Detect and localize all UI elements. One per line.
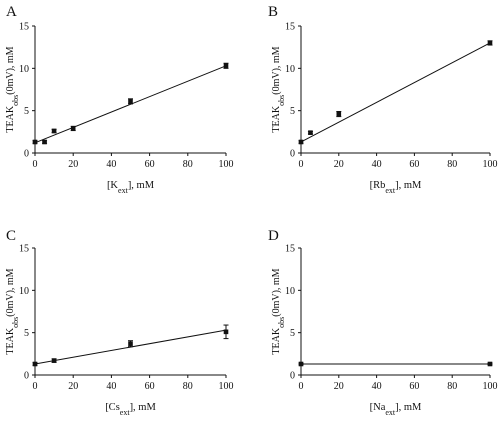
y-tick-label: 0 (24, 371, 29, 382)
y-tick-label: 5 (24, 328, 29, 339)
y-tick-label: 0 (24, 149, 29, 160)
y-label-main: TEAK (5, 105, 16, 132)
x-tick-label: 20 (68, 159, 78, 170)
x-tick-label: 40 (372, 381, 382, 392)
x-axis-label: [Rbext], mM (370, 180, 422, 195)
y-axis-label: TEAKobs(0mV), mM (271, 46, 286, 132)
x-tick-label: 0 (33, 159, 38, 170)
y-label-tail: (0mV), mM (271, 268, 282, 316)
y-axis-label: TEAKobs(0mV), mM (5, 268, 20, 354)
y-label-tail: (0mV), mM (5, 46, 16, 94)
y-tick-label: 10 (19, 286, 29, 297)
panel-c: C 0 20 40 60 80 100 0 5 10 15 [Csext], mM TEAKobs(0m… (5, 228, 234, 417)
x-tick-label: 0 (299, 159, 304, 170)
y-label-sub: obs (277, 317, 286, 328)
y-tick-label: 10 (285, 64, 295, 75)
panel-letter: B (268, 4, 278, 20)
x-tick-label: 100 (219, 381, 234, 392)
x-label-tail: ], mM (130, 402, 157, 413)
y-tick-label: 10 (19, 64, 29, 75)
panel-b: B 0 20 40 60 80 100 0 5 10 15 [Rbext], mM TEAKobs(0m… (268, 4, 498, 195)
y-tick-label: 5 (290, 328, 295, 339)
data-point (308, 130, 313, 135)
data-point (128, 99, 133, 104)
data-point (32, 139, 38, 145)
x-tick-label: 0 (299, 381, 304, 392)
x-tick-label: 40 (106, 381, 116, 392)
x-label-tail: ], mM (395, 180, 422, 191)
x-tick-label: 80 (183, 159, 193, 170)
y-axis-label: TEAKobs(0mV), mM (271, 268, 286, 354)
y-tick-label: 10 (285, 286, 295, 297)
y-label-sub: obs (11, 95, 20, 106)
panel-letter: A (6, 4, 17, 20)
y-tick-label: 0 (290, 371, 295, 382)
y-tick-label: 5 (24, 106, 29, 117)
y-axis-label: TEAKobs(0mV), mM (5, 46, 20, 132)
y-label-sub: obs (277, 95, 286, 106)
x-axis-label: [Naext], mM (370, 402, 422, 417)
x-tick-label: 20 (68, 381, 78, 392)
panel-a: A 0 20 40 60 80 100 0 5 10 15 [Kext], mM TEAKobs(0mV… (5, 4, 234, 195)
y-tick-label: 15 (19, 22, 29, 33)
y-label-tail: (0mV), mM (5, 268, 16, 316)
x-tick-label: 60 (145, 159, 155, 170)
x-tick-label: 60 (409, 159, 419, 170)
x-label-sub: ext (385, 186, 396, 195)
x-label-sub: ext (118, 186, 129, 195)
data-point (223, 329, 229, 335)
y-label-main: TEAK (5, 327, 16, 354)
x-axis-label: [Kext], mM (107, 180, 155, 195)
y-label-sub: obs (11, 317, 20, 328)
y-tick-label: 15 (19, 244, 29, 255)
x-tick-label: 60 (409, 381, 419, 392)
data-point (51, 358, 57, 363)
y-tick-label: 5 (290, 106, 295, 117)
data-point (223, 63, 229, 69)
x-tick-label: 80 (447, 159, 457, 170)
x-tick-label: 100 (219, 159, 234, 170)
x-tick-label: 40 (372, 159, 382, 170)
y-label-tail: (0mV), mM (271, 46, 282, 94)
data-point (336, 111, 342, 117)
x-label-main: [Rb (370, 180, 386, 191)
y-tick-label: 15 (285, 22, 295, 33)
data-point (70, 126, 76, 131)
x-tick-label: 80 (183, 381, 193, 392)
data-point (487, 361, 493, 367)
x-tick-label: 40 (106, 159, 116, 170)
x-tick-label: 60 (145, 381, 155, 392)
x-tick-label: 80 (447, 381, 457, 392)
data-point (487, 40, 493, 46)
y-tick-label: 15 (285, 244, 295, 255)
x-label-tail: ], mM (395, 402, 422, 413)
y-label-main: TEAK (271, 105, 282, 132)
x-tick-label: 0 (33, 381, 38, 392)
data-point (32, 361, 38, 367)
panel-letter: D (268, 228, 279, 244)
x-label-sub: ext (120, 408, 131, 417)
x-axis-label: [Csext], mM (105, 402, 156, 417)
y-label-main: TEAK (271, 327, 282, 354)
x-label-sub: ext (385, 408, 396, 417)
data-point (298, 139, 304, 145)
x-tick-label: 100 (483, 381, 498, 392)
x-label-tail: ], mM (128, 180, 155, 191)
y-tick-label: 0 (290, 149, 295, 160)
data-point (42, 139, 47, 145)
panel-d: D 0 20 40 60 80 100 0 5 10 15 [Naext], mM TEAKobs(0m… (268, 228, 498, 417)
x-tick-label: 20 (334, 381, 344, 392)
data-point (298, 361, 304, 367)
fit-line (300, 42, 491, 143)
data-point (128, 341, 133, 346)
x-tick-label: 100 (483, 159, 498, 170)
data-point (51, 128, 57, 134)
x-label-main: [Cs (105, 402, 120, 413)
x-tick-label: 20 (334, 159, 344, 170)
x-label-main: [K (107, 180, 118, 191)
panel-letter: C (6, 228, 16, 244)
x-label-main: [Na (370, 402, 386, 413)
